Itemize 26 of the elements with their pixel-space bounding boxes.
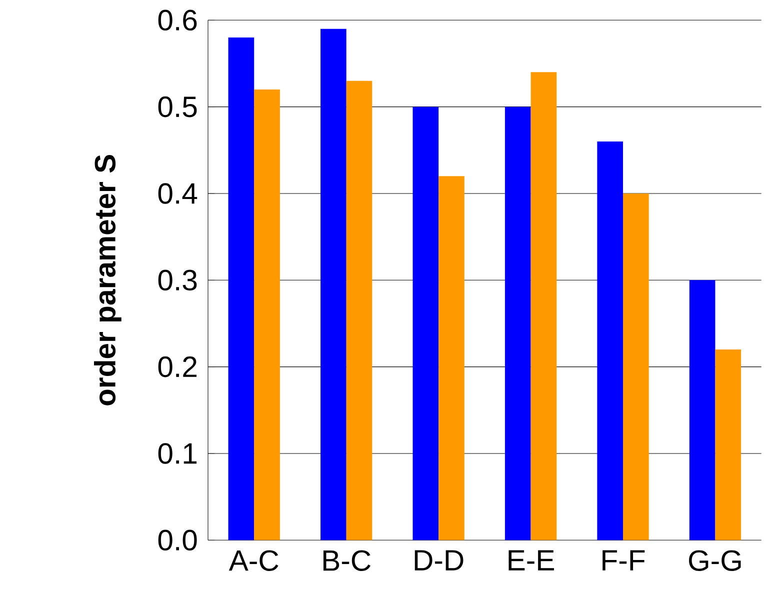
y-axis-title: order parameter S <box>94 154 122 406</box>
bar <box>689 280 716 540</box>
bar <box>228 37 254 540</box>
bar <box>438 176 464 540</box>
bar <box>320 28 346 540</box>
bar <box>254 89 280 540</box>
bar <box>715 349 742 540</box>
x-tick-label: F-F <box>602 550 645 570</box>
y-tick-label: 0.5 <box>158 96 197 118</box>
x-tick-label: A-C <box>228 550 278 571</box>
y-tick-label: 0.6 <box>158 10 197 30</box>
y-tick-label: 0.2 <box>158 356 196 378</box>
x-tick-label: D-D <box>414 550 464 570</box>
bar <box>412 106 439 540</box>
bar <box>530 72 557 540</box>
y-tick-label: 0.3 <box>158 270 197 290</box>
bar <box>504 106 531 540</box>
x-tick-label: B-C <box>323 550 370 571</box>
y-tick-label: 0.1 <box>158 443 197 464</box>
y-tick-label: 0.0 <box>158 530 197 550</box>
x-tick-label: G-G <box>689 550 741 571</box>
x-tick-label: E-E <box>508 550 554 570</box>
bar <box>346 80 372 540</box>
y-tick-label: 0.4 <box>158 183 198 204</box>
bar <box>623 193 649 540</box>
bar <box>597 141 624 540</box>
